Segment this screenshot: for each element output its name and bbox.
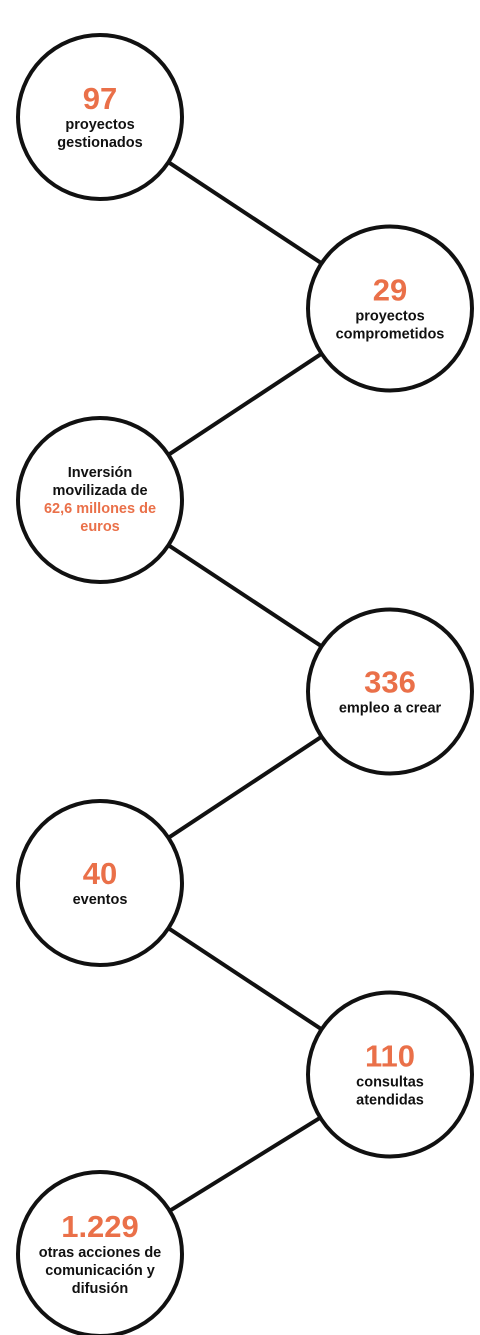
node-circle [16,1170,184,1335]
node-number: 336 [364,665,416,700]
node-label: comunicación y [45,1263,155,1279]
node-label: euros [80,519,120,535]
node-number: 40 [83,856,117,891]
node-circle [16,33,184,201]
node-label: gestionados [57,135,142,151]
connector [167,160,323,265]
connector [167,352,323,457]
node-circle [306,990,474,1159]
node-label: eventos [73,892,128,908]
node-label: movilizada de [52,483,147,499]
node-label: atendidas [356,1092,424,1108]
node-label: proyectos [355,308,424,324]
node-circle [16,799,184,967]
node-number: 1.229 [61,1209,139,1244]
node-circle [306,224,474,393]
node-number: 110 [365,1039,415,1074]
node-label: Inversión [68,465,132,481]
node-number: 97 [83,81,117,116]
connector [167,543,323,648]
connector [168,1115,322,1213]
connector [167,926,323,1031]
connector [167,735,323,840]
node-circle [16,416,184,584]
node-circle [306,607,474,776]
node-label: otras acciones de [39,1245,162,1261]
node-label: difusión [72,1281,128,1297]
node-label: proyectos [65,117,134,133]
node-label: 62,6 millones de [44,501,156,517]
node-label: empleo a crear [339,700,442,716]
node-label: consultas [356,1074,424,1090]
node-label: comprometidos [336,326,445,342]
node-number: 29 [373,273,407,308]
